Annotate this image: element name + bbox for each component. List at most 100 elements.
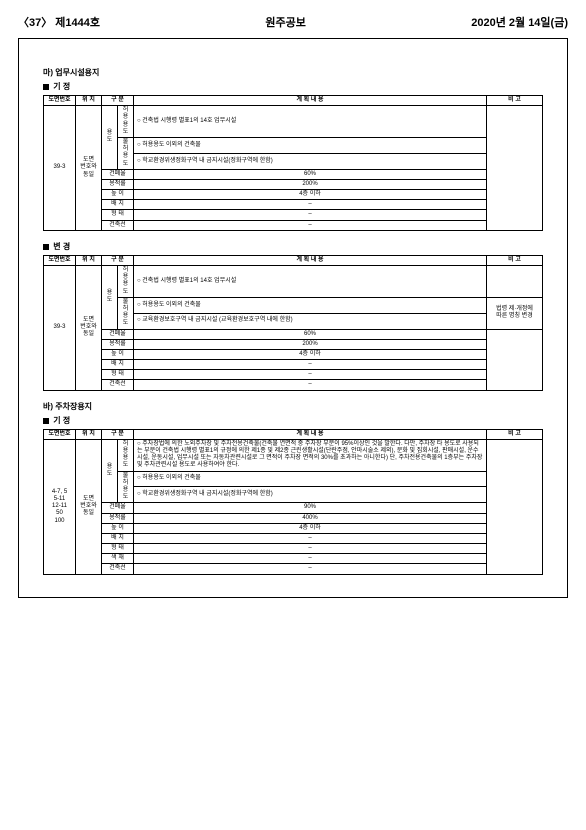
cell-heoyong-val: ○ 건축법 시행령 별표1의 14호 업무시설 xyxy=(134,266,487,298)
cell-baechi: 배 치 xyxy=(102,200,134,210)
cell-baechi-val: – xyxy=(134,360,487,370)
cell-note-empty xyxy=(487,266,543,298)
cell-chuksun-val: – xyxy=(134,220,487,230)
header-center: 원주공보 xyxy=(100,14,471,30)
col-pos: 위 치 xyxy=(76,429,102,439)
cell-gunpae-val: 60% xyxy=(134,329,487,339)
cell-gunpae: 건폐율 xyxy=(102,169,134,179)
col-ref: 도면번호 xyxy=(44,96,76,106)
cell-saekche-val: – xyxy=(134,554,487,564)
ma-byungyung-table: 도면번호 위 치 구 분 계 획 내 용 비 고 39-3 도면 번호와 동일 … xyxy=(43,255,543,391)
cell-note xyxy=(487,439,543,574)
cell-yongdo: 용 도 xyxy=(102,106,118,170)
cell-hyungtae-val: – xyxy=(134,544,487,554)
col-pos: 위 치 xyxy=(76,96,102,106)
section-ba-title: 바) 주차장용지 xyxy=(43,401,543,412)
cell-bulheo-val2: ○ 학교환경위생정화구역 내 금지시설(정화구역에 한함) xyxy=(134,487,487,503)
cell-hyungtae: 형 태 xyxy=(102,370,134,380)
ba-gijung-table: 도면번호 위 치 구 분 계 획 내 용 비 고 4-7, 5 5-11 12-… xyxy=(43,429,543,575)
col-ref: 도면번호 xyxy=(44,255,76,265)
cell-pos: 도면 번호와 동일 xyxy=(76,439,102,574)
cell-bulheo-val1: ○ 허용용도 이외의 건축물 xyxy=(134,297,487,313)
col-cat: 구 분 xyxy=(102,96,134,106)
cell-nopi-val: 4층 이하 xyxy=(134,349,487,359)
square-icon xyxy=(43,418,49,424)
cell-hyungtae-val: – xyxy=(134,370,487,380)
cell-bulheo-val1: ○ 허용용도 이외의 건축물 xyxy=(134,471,487,487)
cell-note2: 법령 제·개정에 따른 명칭 변경 xyxy=(487,297,543,329)
cell-heoyong: 허용 용도 xyxy=(118,439,134,471)
header-right: 2020년 2월 14일(금) xyxy=(471,14,568,30)
cell-bulheo: 불허 용도 xyxy=(118,297,134,329)
cell-nopi-val: 4층 이하 xyxy=(134,523,487,533)
col-cat: 구 분 xyxy=(102,255,134,265)
square-icon xyxy=(43,84,49,90)
page-header: 〈37〉 제1444호 원주공보 2020년 2월 14일(금) xyxy=(18,14,568,30)
cell-nopi: 높 이 xyxy=(102,349,134,359)
square-icon xyxy=(43,244,49,250)
cell-note-rest xyxy=(487,329,543,390)
cell-yongdo: 용 도 xyxy=(102,266,118,330)
col-note: 비 고 xyxy=(487,429,543,439)
cell-yongjeok: 용적률 xyxy=(102,179,134,189)
cell-hyungtae-val: – xyxy=(134,210,487,220)
cell-ref: 39-3 xyxy=(44,266,76,391)
cell-gunpae: 건폐율 xyxy=(102,503,134,513)
cell-chuksun: 건축선 xyxy=(102,220,134,230)
cell-gunpae-val: 60% xyxy=(134,169,487,179)
cell-bulheo-val2: ○ 학교환경위생정화구역 내 금지시설(정화구역에 한함) xyxy=(134,153,487,169)
cell-yongjeok: 용적률 xyxy=(102,339,134,349)
cell-yongjeok-val: 200% xyxy=(134,339,487,349)
section-ma-title: 마) 업무시설용지 xyxy=(43,67,543,78)
cell-baechi: 배 치 xyxy=(102,533,134,543)
col-content: 계 획 내 용 xyxy=(134,429,487,439)
cell-pos: 도면 번호와 동일 xyxy=(76,106,102,231)
cell-heoyong-val: ○ 건축법 시행령 별표1의 14호 업무시설 xyxy=(134,106,487,138)
col-content: 계 획 내 용 xyxy=(134,96,487,106)
ma-byungyung-title: 변 경 xyxy=(43,241,543,252)
cell-ref: 4-7, 5 5-11 12-11 50 100 xyxy=(44,439,76,574)
cell-pos: 도면 번호와 동일 xyxy=(76,266,102,391)
cell-yongdo: 용 도 xyxy=(102,439,118,503)
col-ref: 도면번호 xyxy=(44,429,76,439)
cell-chuksun-val: – xyxy=(134,380,487,390)
ma-byungyung-label: 변 경 xyxy=(53,242,70,251)
cell-chuksun-val: – xyxy=(134,564,487,574)
col-pos: 위 치 xyxy=(76,255,102,265)
cell-yongjeok-val: 200% xyxy=(134,179,487,189)
cell-bulheo-val2: ○ 교육환경보호구역 내 금지시설 (교육환경보호구역 내에 한함) xyxy=(134,313,487,329)
col-cat: 구 분 xyxy=(102,429,134,439)
cell-ref: 39-3 xyxy=(44,106,76,231)
header-left: 〈37〉 제1444호 xyxy=(18,14,100,30)
content-frame: 마) 업무시설용지 기 정 도면번호 위 치 구 분 계 획 내 용 비 고 3… xyxy=(18,38,568,598)
cell-note xyxy=(487,106,543,231)
ma-gijung-title: 기 정 xyxy=(43,81,543,92)
cell-bulheo-val1: ○ 허용용도 이외의 건축물 xyxy=(134,137,487,153)
cell-heoyong: 허용 용도 xyxy=(118,266,134,298)
col-content: 계 획 내 용 xyxy=(134,255,487,265)
cell-chuksun: 건축선 xyxy=(102,380,134,390)
cell-yongjeok: 용적률 xyxy=(102,513,134,523)
cell-nopi-val: 4층 이하 xyxy=(134,190,487,200)
cell-gunpae-val: 90% xyxy=(134,503,487,513)
cell-bulheo: 불허 용도 xyxy=(118,137,134,169)
cell-bulheo: 불허 용도 xyxy=(118,471,134,503)
ma-gijung-label: 기 정 xyxy=(53,82,70,91)
col-note: 비 고 xyxy=(487,255,543,265)
ma-gijung-table: 도면번호 위 치 구 분 계 획 내 용 비 고 39-3 도면 번호와 동일 … xyxy=(43,95,543,231)
cell-gunpae: 건폐율 xyxy=(102,329,134,339)
cell-heoyong: 허용 용도 xyxy=(118,106,134,138)
cell-baechi: 배 치 xyxy=(102,360,134,370)
cell-saekche: 색 채 xyxy=(102,554,134,564)
cell-chuksun: 건축선 xyxy=(102,564,134,574)
cell-heoyong-val: ○ 주차장법에 의한 노외주차장 및 주차전용건축물(건축물 연면적 중 주차장… xyxy=(134,439,487,471)
cell-nopi: 높 이 xyxy=(102,523,134,533)
cell-hyungtae: 형 태 xyxy=(102,210,134,220)
cell-nopi: 높 이 xyxy=(102,190,134,200)
cell-baechi-val: – xyxy=(134,200,487,210)
col-note: 비 고 xyxy=(487,96,543,106)
cell-yongjeok-val: 400% xyxy=(134,513,487,523)
ba-gijung-title: 기 정 xyxy=(43,415,543,426)
page: 〈37〉 제1444호 원주공보 2020년 2월 14일(금) 마) 업무시설… xyxy=(0,0,586,830)
ba-gijung-label: 기 정 xyxy=(53,416,70,425)
